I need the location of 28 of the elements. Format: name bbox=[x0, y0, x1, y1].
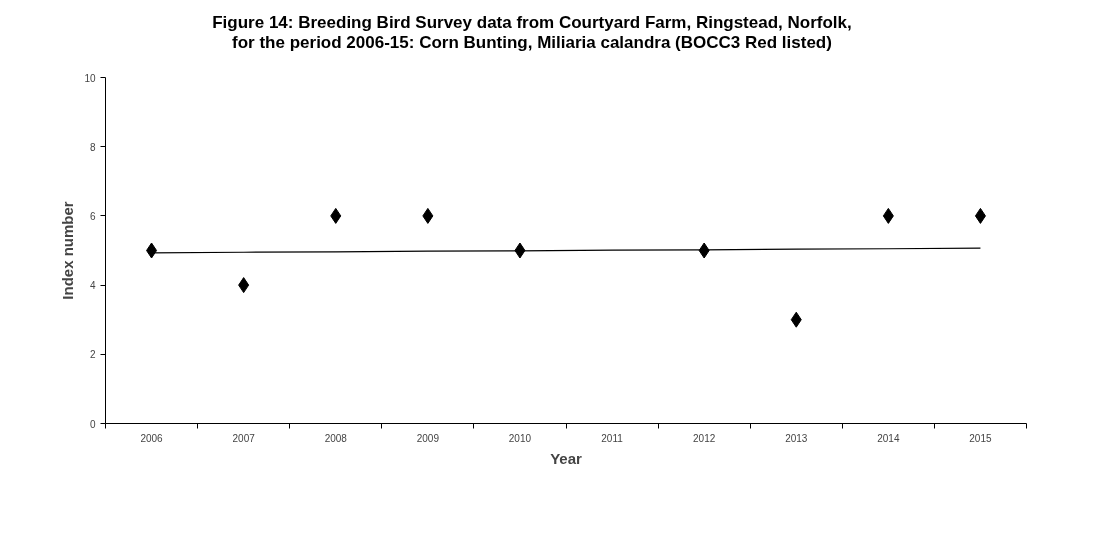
point bbox=[422, 207, 434, 224]
x-tick-label: 2007 bbox=[232, 432, 256, 444]
point bbox=[330, 207, 342, 224]
y-tick-label: 10 bbox=[84, 72, 96, 84]
x-tick-label: 2008 bbox=[324, 432, 348, 444]
x-tick-label: 2015 bbox=[969, 432, 993, 444]
point bbox=[514, 242, 526, 259]
point bbox=[790, 311, 802, 328]
chart-title: Figure 14: Breeding Bird Survey data from Courtyard Farm, Ringstead, Norfolk, for the period 2006-15: Corn Bunting, Miliaria calandra (BOCC3 Red listed) bbox=[211, 13, 853, 53]
x-tick-label: 2006 bbox=[140, 432, 164, 444]
x-tick-label: 2014 bbox=[877, 432, 900, 444]
y-axis-title: Index number bbox=[59, 201, 77, 300]
x-tick-label: 2010 bbox=[508, 432, 532, 444]
x-tick-label: 2013 bbox=[785, 432, 808, 444]
y-tick-label: 2 bbox=[89, 349, 96, 361]
point bbox=[882, 207, 894, 224]
x-tick-label: 2012 bbox=[693, 432, 716, 444]
point bbox=[698, 242, 710, 259]
y-tick-label: 6 bbox=[89, 210, 96, 222]
x-tick-label: 2011 bbox=[601, 432, 624, 444]
point bbox=[974, 207, 986, 224]
x-axis-title: Year bbox=[550, 449, 583, 467]
y-tick-label: 8 bbox=[89, 141, 96, 153]
point bbox=[146, 242, 158, 259]
y-tick-label: 0 bbox=[89, 418, 96, 430]
point bbox=[238, 277, 250, 294]
x-tick-label: 2009 bbox=[416, 432, 440, 444]
y-tick-label: 4 bbox=[89, 280, 96, 292]
